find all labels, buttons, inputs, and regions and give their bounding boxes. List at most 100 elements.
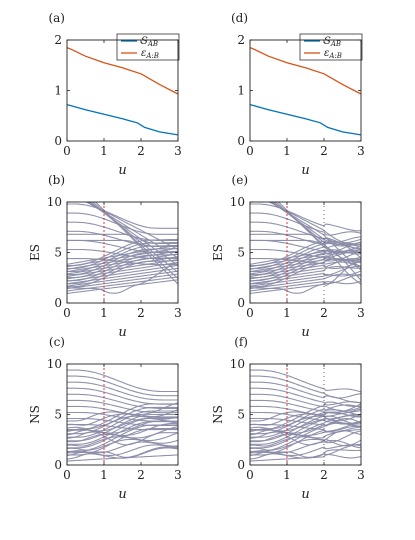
x-tick-label: 3 <box>174 306 182 320</box>
plot-area <box>250 202 361 303</box>
spectrum-line <box>67 233 178 244</box>
panel-e: (e) 0 1 2 3 0 5 10 u ES <box>211 173 365 340</box>
spectrum-line <box>67 270 178 287</box>
spectrum-line <box>67 387 178 405</box>
y-tick-label: 0 <box>54 296 62 310</box>
spectrum-line <box>94 202 178 285</box>
plot-area <box>250 364 361 465</box>
spectrum-line <box>67 375 178 397</box>
x-tick-label: 0 <box>63 144 71 158</box>
spectrum-line <box>67 405 178 418</box>
spectrum-line <box>250 369 361 393</box>
spectrum-line <box>250 443 361 458</box>
x-tick-label: 1 <box>283 306 291 320</box>
x-tick-label: 1 <box>100 306 108 320</box>
spectrum-line <box>67 381 178 401</box>
spectrum-line <box>67 253 178 282</box>
x-tick-label: 2 <box>320 468 328 482</box>
spectrum-line <box>67 239 178 247</box>
spectrum-line <box>67 406 178 435</box>
x-axis-label: u <box>118 325 126 340</box>
spectrum-line <box>89 202 178 273</box>
spectrum-line <box>67 454 178 462</box>
spectrum-line <box>250 411 361 425</box>
spectrum-line <box>87 202 178 266</box>
spectrum-line <box>67 267 178 285</box>
legend-entry: SAB <box>141 36 158 48</box>
x-tick-label: 3 <box>357 468 365 482</box>
spectrum-line <box>250 248 361 262</box>
spectrum-line <box>67 393 178 409</box>
spectrum-line <box>250 387 361 406</box>
spectrum-line <box>250 246 361 276</box>
x-tick-label: 0 <box>246 468 254 482</box>
spectrum-line <box>250 429 361 446</box>
x-tick-label: 3 <box>357 144 365 158</box>
spectrum-line <box>67 411 178 422</box>
spectrum-line <box>85 202 178 250</box>
spectrum-line <box>67 432 178 447</box>
x-tick-label: 1 <box>283 468 291 482</box>
spectrum-line <box>250 408 361 438</box>
series-line-1 <box>67 46 178 95</box>
y-tick-label: 10 <box>230 195 245 209</box>
spectrum-line <box>67 429 178 446</box>
spectrum-line <box>250 233 361 247</box>
y-tick-label: 0 <box>237 134 245 148</box>
plot-area <box>67 364 178 465</box>
x-tick-label: 1 <box>100 468 108 482</box>
x-tick-label: 1 <box>100 144 108 158</box>
spectrum-line <box>250 418 361 436</box>
x-tick-label: 3 <box>357 306 365 320</box>
panel-c: (c) 0 1 2 3 0 5 10 u NS <box>28 335 182 502</box>
series-line-1 <box>250 46 361 95</box>
x-tick-label: 0 <box>63 306 71 320</box>
spectrum-line <box>250 280 361 294</box>
y-tick-label: 0 <box>54 458 62 472</box>
x-axis-label: u <box>301 163 309 178</box>
y-axis-label: ES <box>28 244 42 261</box>
y-tick-label: 2 <box>54 33 62 47</box>
spectrum-line <box>250 425 361 456</box>
legend-entry: SAB <box>324 36 341 48</box>
spectrum-line <box>67 417 178 426</box>
y-tick-label: 1 <box>54 84 62 98</box>
x-tick-label: 2 <box>137 468 145 482</box>
panel-label: (d) <box>231 11 248 25</box>
spectrum-line <box>250 260 361 294</box>
spectrum-line <box>67 247 178 276</box>
plot-area <box>67 202 178 303</box>
legend-box <box>299 33 363 61</box>
y-tick-label: 5 <box>54 246 62 260</box>
spectrum-line <box>268 202 361 248</box>
spectrum-line <box>67 426 178 443</box>
y-tick-label: 10 <box>47 195 62 209</box>
spectrum-line <box>250 221 361 244</box>
spectrum-line <box>250 375 361 399</box>
spectrum-line <box>67 413 178 442</box>
spectrum-line <box>250 405 361 420</box>
y-tick-label: 0 <box>54 134 62 148</box>
y-tick-label: 1 <box>237 84 245 98</box>
y-tick-label: 5 <box>237 246 245 260</box>
panel-label: (f) <box>234 335 248 349</box>
x-tick-label: 0 <box>246 306 254 320</box>
panel-b: (b) 0 1 2 3 0 5 10 u ES <box>28 173 182 340</box>
panel-label: (c) <box>49 335 65 349</box>
spectrum-line <box>67 262 178 294</box>
series-line-0 <box>250 103 361 136</box>
spectrum-line <box>67 203 178 229</box>
spectrum-line <box>250 381 361 404</box>
spectrum-line <box>269 202 361 259</box>
panel-f: (f) 0 1 2 3 0 5 10 u NS <box>211 335 365 502</box>
x-tick-label: 2 <box>137 306 145 320</box>
spectrum-line <box>272 202 361 271</box>
y-tick-label: 10 <box>47 357 62 371</box>
spectrum-line <box>250 203 361 232</box>
y-tick-label: 0 <box>237 296 245 310</box>
